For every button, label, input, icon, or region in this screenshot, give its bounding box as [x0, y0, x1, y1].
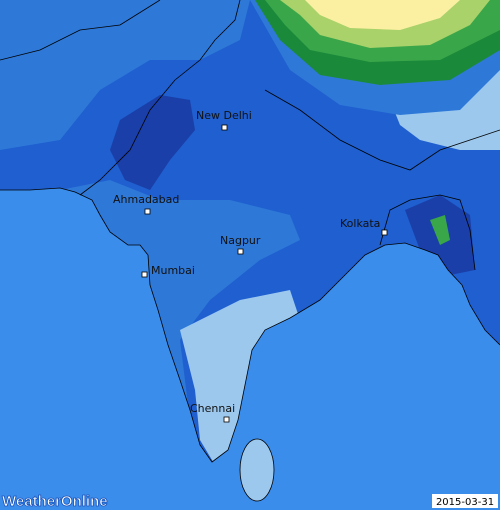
city-marker [237, 248, 244, 255]
border [264, 89, 500, 171]
city-marker [221, 124, 228, 131]
city-label: New Delhi [196, 109, 252, 122]
city-label: Mumbai [151, 264, 195, 277]
city-label: Chennai [190, 402, 235, 415]
zone-green [430, 215, 450, 245]
zone-medium-blue [0, 0, 250, 150]
city-marker [144, 208, 151, 215]
city-marker [223, 416, 230, 423]
border [79, 0, 241, 196]
zone-light-blue [240, 439, 274, 501]
city-label: Ahmadabad [113, 193, 179, 206]
border [379, 194, 476, 271]
zone-navy [110, 95, 195, 190]
coastline [239, 438, 275, 502]
date-box [432, 494, 498, 508]
city-marker [141, 271, 148, 278]
date: 2015-03-31 [436, 497, 494, 508]
zone-yellow [305, 0, 460, 30]
city-label: Kolkata [340, 217, 380, 230]
border [0, 0, 161, 61]
city-label: Nagpur [220, 234, 261, 247]
logo: WeatherOnline [2, 493, 108, 510]
cities: New Delhi Ahmadabad Nagpur Mumbai Kolkat… [113, 109, 388, 423]
coastline [0, 187, 500, 463]
city-marker [381, 229, 388, 236]
